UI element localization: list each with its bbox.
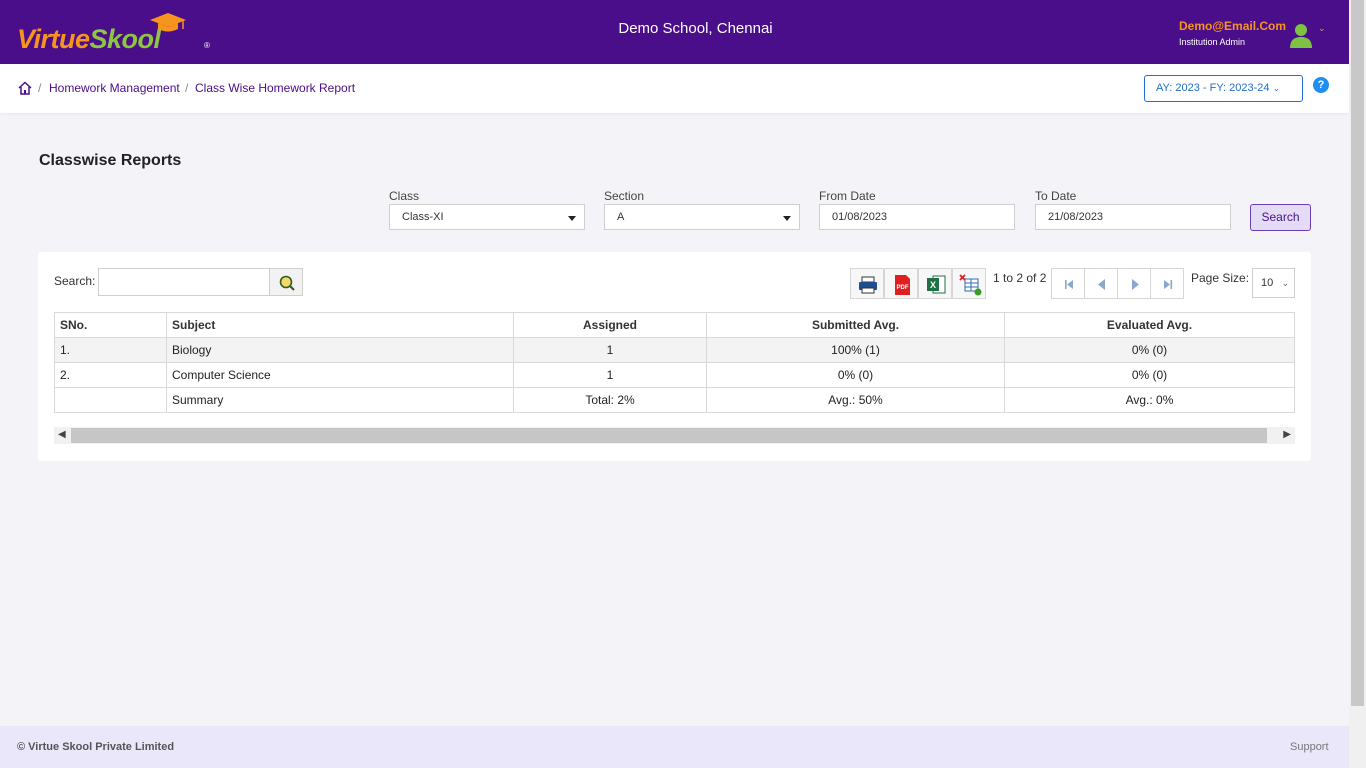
breadcrumb-bar: / Homework Management / Class Wise Homew… bbox=[0, 64, 1349, 113]
table-cell bbox=[54, 387, 167, 413]
first-page-icon bbox=[1065, 280, 1073, 289]
search-label: Search: bbox=[54, 274, 96, 288]
breadcrumb-separator: / bbox=[185, 81, 189, 95]
page-size-select[interactable]: 10 ⌄ bbox=[1252, 268, 1295, 298]
table-row[interactable]: 2. Computer Science 1 0% (0) 0% (0) bbox=[54, 362, 1295, 388]
table-cell: 0% (0) bbox=[706, 362, 1005, 388]
column-chooser-button[interactable] bbox=[952, 268, 986, 299]
table-cell: 1 bbox=[513, 337, 707, 363]
first-page-button[interactable] bbox=[1051, 268, 1085, 299]
scrollbar-thumb[interactable] bbox=[1351, 0, 1364, 706]
scrollbar-thumb[interactable] bbox=[71, 428, 1267, 443]
table-cell: Computer Science bbox=[166, 362, 514, 388]
svg-text:PDF: PDF bbox=[897, 285, 909, 291]
graduation-cap-icon bbox=[150, 13, 186, 32]
column-header[interactable]: Subject bbox=[166, 312, 514, 338]
footer: © Virtue Skool Private Limited Support bbox=[0, 726, 1349, 768]
table-cell: 1 bbox=[513, 362, 707, 388]
to-date-label: To Date bbox=[1035, 189, 1077, 203]
column-header[interactable]: Evaluated Avg. bbox=[1004, 312, 1295, 338]
class-label: Class bbox=[389, 189, 420, 203]
table-cell: 2. bbox=[54, 362, 167, 388]
from-date-input[interactable]: 01/08/2023 bbox=[819, 204, 1015, 230]
table-cell: Total: 2% bbox=[513, 387, 707, 413]
table-header-row: SNo. Subject Assigned Submitted Avg. Eva… bbox=[54, 312, 1295, 338]
search-button[interactable]: Search bbox=[1250, 204, 1311, 231]
copyright-text: © Virtue Skool Private Limited bbox=[17, 741, 175, 753]
table-cell: Avg.: 0% bbox=[1004, 387, 1295, 413]
dropdown-arrow-icon bbox=[783, 216, 791, 221]
school-name: Demo School, Chennai bbox=[618, 20, 773, 37]
chevron-down-icon: ⌄ bbox=[1281, 278, 1289, 288]
section-label: Section bbox=[604, 189, 645, 203]
user-email[interactable]: Demo@Email.Com bbox=[1179, 19, 1287, 33]
column-header[interactable]: SNo. bbox=[54, 312, 167, 338]
user-avatar-icon[interactable] bbox=[1289, 22, 1313, 48]
table-cell: 1. bbox=[54, 337, 167, 363]
scroll-left-icon[interactable]: ◀ bbox=[58, 429, 66, 440]
table-cell: 100% (1) bbox=[706, 337, 1005, 363]
top-header: VirtueSkool ® Demo School, Chennai Demo@… bbox=[0, 0, 1349, 64]
pdf-icon: PDF bbox=[895, 275, 910, 295]
logo-registered-mark: ® bbox=[204, 41, 210, 50]
search-icon bbox=[279, 275, 295, 291]
section-select[interactable]: A bbox=[604, 204, 800, 230]
horizontal-scrollbar[interactable]: ◀ ▶ bbox=[54, 427, 1295, 444]
previous-page-icon bbox=[1098, 279, 1105, 290]
logo-text: VirtueSkool bbox=[17, 24, 161, 54]
search-go-button[interactable] bbox=[269, 268, 303, 296]
table-cell: Biology bbox=[166, 337, 514, 363]
next-page-icon bbox=[1132, 279, 1139, 290]
user-role: Institution Admin bbox=[1179, 37, 1246, 47]
pdf-export-button[interactable]: PDF bbox=[884, 268, 918, 299]
column-header[interactable]: Submitted Avg. bbox=[706, 312, 1005, 338]
academic-year-select[interactable]: AY: 2023 - FY: 2023-24 ⌄ bbox=[1144, 75, 1303, 102]
page-size-label: Page Size: bbox=[1191, 271, 1250, 285]
excel-export-button[interactable]: X bbox=[918, 268, 952, 299]
breadcrumb-class-wise-report[interactable]: Class Wise Homework Report bbox=[195, 81, 356, 95]
summary-row: Summary Total: 2% Avg.: 50% Avg.: 0% bbox=[54, 387, 1295, 413]
scroll-right-icon[interactable]: ▶ bbox=[1283, 429, 1291, 440]
table-cell: 0% (0) bbox=[1004, 362, 1295, 388]
search-input[interactable] bbox=[98, 268, 270, 296]
next-page-button[interactable] bbox=[1117, 268, 1151, 299]
previous-page-button[interactable] bbox=[1084, 268, 1118, 299]
table-cell: 0% (0) bbox=[1004, 337, 1295, 363]
report-table: SNo. Subject Assigned Submitted Avg. Eva… bbox=[54, 312, 1295, 413]
class-select[interactable]: Class-XI bbox=[389, 204, 585, 230]
dropdown-arrow-icon bbox=[568, 216, 576, 221]
chevron-down-icon[interactable]: ⌄ bbox=[1318, 23, 1326, 33]
breadcrumb-separator: / bbox=[38, 81, 42, 95]
table-cell: Summary bbox=[166, 387, 514, 413]
table-row[interactable]: 1. Biology 1 100% (1) 0% (0) bbox=[54, 337, 1295, 363]
pager-info: 1 to 2 of 2 bbox=[993, 271, 1047, 285]
last-page-button[interactable] bbox=[1150, 268, 1184, 299]
vertical-scrollbar[interactable] bbox=[1349, 0, 1366, 768]
column-chooser-icon bbox=[959, 274, 982, 296]
print-button[interactable] bbox=[850, 268, 884, 299]
chevron-down-icon: ⌄ bbox=[1272, 83, 1281, 93]
table-cell: Avg.: 50% bbox=[706, 387, 1005, 413]
column-header[interactable]: Assigned bbox=[513, 312, 707, 338]
home-icon[interactable] bbox=[18, 81, 32, 95]
svg-text:X: X bbox=[930, 280, 936, 290]
excel-icon: X bbox=[927, 275, 946, 294]
breadcrumb-homework-management[interactable]: Homework Management bbox=[49, 81, 180, 95]
support-link[interactable]: Support bbox=[1290, 741, 1329, 753]
page-title: Classwise Reports bbox=[39, 152, 182, 169]
last-page-icon bbox=[1164, 280, 1173, 289]
print-icon bbox=[859, 276, 877, 294]
report-card: Search: PDF X bbox=[38, 252, 1311, 461]
to-date-input[interactable]: 21/08/2023 bbox=[1035, 204, 1231, 230]
from-date-label: From Date bbox=[819, 189, 876, 203]
help-icon[interactable]: ? bbox=[1313, 77, 1329, 93]
